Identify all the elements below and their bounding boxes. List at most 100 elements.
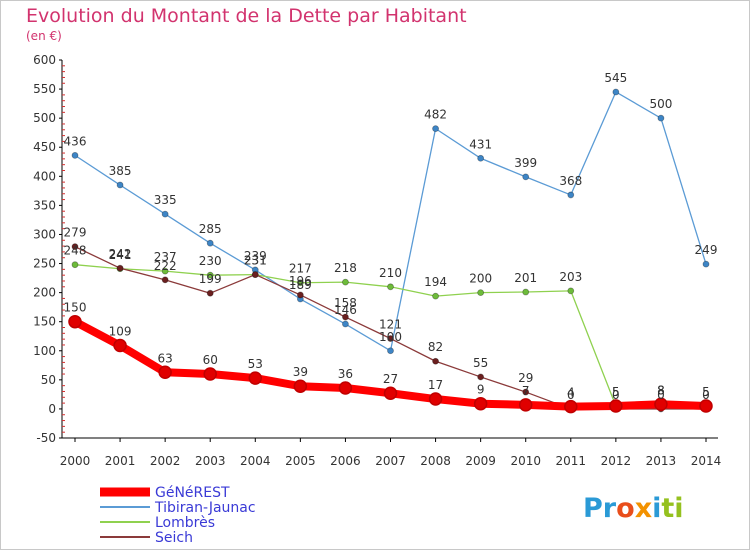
data-label: 500 (649, 97, 672, 111)
x-tick-label: 2014 (691, 454, 722, 468)
x-tick-label: 2004 (240, 454, 271, 468)
data-label: 237 (154, 250, 177, 264)
data-label: 222 (154, 259, 177, 273)
data-point (477, 154, 485, 162)
y-tick-label: 500 (33, 111, 56, 125)
data-point (251, 271, 259, 278)
data-label: 203 (559, 270, 582, 284)
data-label: 231 (244, 254, 267, 268)
data-point (387, 283, 394, 291)
data-point (387, 347, 394, 355)
data-label: 248 (64, 244, 87, 258)
data-label: 36 (338, 367, 353, 381)
data-point (248, 371, 263, 385)
data-label: 8 (657, 383, 665, 397)
data-label: 217 (289, 262, 312, 276)
data-point (342, 278, 349, 286)
data-label: 150 (64, 301, 87, 315)
logo-letter: o (616, 493, 635, 524)
data-point (296, 291, 304, 299)
data-point (71, 261, 79, 269)
data-label: 279 (64, 226, 87, 240)
series-layer (68, 88, 713, 414)
data-label: 199 (199, 272, 222, 286)
data-label: 53 (248, 357, 263, 371)
data-label: 196 (289, 274, 312, 288)
data-label: 5 (612, 385, 620, 399)
logo-letter: P (583, 493, 603, 524)
data-point (116, 264, 124, 272)
data-point (338, 381, 353, 395)
x-tick-label: 2005 (285, 454, 316, 468)
y-tick-label: 250 (33, 257, 56, 271)
legend-label: Seich (155, 530, 193, 546)
x-tick-label: 2002 (150, 454, 181, 468)
data-label: 242 (109, 247, 132, 261)
y-tick-label: 400 (33, 169, 56, 183)
data-label: 431 (469, 137, 492, 151)
x-tick-label: 2013 (646, 454, 677, 468)
data-label: 39 (293, 365, 308, 379)
data-label: 194 (424, 275, 447, 289)
data-label: 8 (657, 383, 665, 397)
y-tick-label: 0 (48, 402, 56, 416)
data-label: 17 (428, 378, 443, 392)
legend-label: Tibiran-Jaunac (154, 500, 256, 516)
y-tick-label: 150 (33, 315, 56, 329)
proxiti-logo: Proxiti (583, 493, 684, 524)
data-point (609, 399, 623, 413)
data-label: 436 (64, 134, 87, 148)
data-label: 63 (158, 351, 173, 365)
data-label: 230 (199, 254, 222, 268)
data-point (612, 88, 620, 96)
logo-letter: t (661, 493, 674, 524)
x-tick-label: 2011 (556, 454, 587, 468)
data-label: 335 (154, 193, 177, 207)
data-point (342, 313, 349, 321)
data-label: 201 (514, 271, 537, 285)
legend-label: GéNéREST (155, 485, 230, 501)
data-point (699, 399, 713, 413)
data-label: 0 (702, 388, 710, 402)
data-label: 0 (567, 388, 575, 402)
data-point (428, 392, 443, 406)
x-tick-label: 2006 (330, 454, 361, 468)
data-point (432, 292, 439, 300)
data-label: 158 (334, 296, 357, 310)
data-point (567, 191, 575, 199)
y-tick-label: 100 (33, 344, 56, 358)
data-point (654, 397, 668, 412)
data-label: 5 (702, 385, 710, 399)
data-label: 545 (604, 71, 627, 85)
data-label: 249 (695, 243, 718, 257)
data-label: 5 (702, 385, 710, 399)
logo-letter: x (635, 493, 652, 524)
data-point (432, 357, 439, 365)
x-tick-label: 2012 (601, 454, 632, 468)
data-point (68, 314, 82, 329)
data-point (564, 399, 578, 414)
data-point (387, 335, 394, 342)
data-label: 7 (522, 384, 530, 398)
y-tick-label: 550 (33, 82, 56, 96)
data-labels: 4363853352852391891461004824313993685455… (64, 71, 718, 402)
data-point (206, 271, 214, 279)
legend-label: Lombrès (155, 515, 215, 531)
data-label: 218 (334, 261, 357, 275)
y-tick-label: 350 (33, 198, 56, 212)
data-point (522, 173, 530, 181)
data-point (473, 396, 488, 411)
x-tick-label: 2003 (195, 454, 226, 468)
data-label: 0 (657, 388, 665, 402)
data-label: 5 (612, 385, 620, 399)
y-tick-label: 600 (33, 53, 56, 67)
data-label: 241 (109, 248, 132, 262)
chart-title: Evolution du Montant de la Dette par Hab… (26, 5, 467, 27)
y-tick-label: 50 (41, 373, 56, 387)
data-point (293, 379, 308, 393)
data-point (158, 365, 172, 380)
y-tick-label: 200 (33, 286, 56, 300)
data-point (477, 289, 485, 297)
data-label: 4 (567, 386, 575, 400)
